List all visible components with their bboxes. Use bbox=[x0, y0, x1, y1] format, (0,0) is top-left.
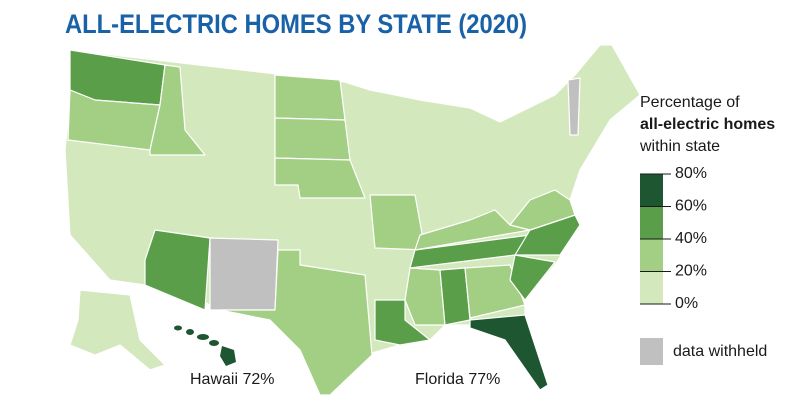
state-withheld bbox=[567, 77, 581, 136]
legend-withheld-swatch bbox=[640, 338, 663, 365]
legend-tick-label: 40% bbox=[675, 230, 707, 247]
state bbox=[509, 254, 556, 301]
annotation: Hawaii 72% bbox=[190, 371, 274, 388]
legend-tick-label: 20% bbox=[675, 263, 707, 280]
legend: Percentage of all-electric homes within … bbox=[639, 94, 775, 155]
state bbox=[219, 249, 373, 396]
title: ALL-ELECTRIC HOMES BY STATE (2020) bbox=[65, 9, 527, 39]
alaska bbox=[69, 289, 166, 371]
state bbox=[149, 64, 206, 156]
legend-swatch bbox=[640, 271, 663, 304]
state bbox=[509, 189, 576, 231]
state bbox=[274, 157, 366, 199]
state bbox=[274, 117, 351, 161]
legend-tick-label: 60% bbox=[675, 198, 707, 215]
legend-title: within state bbox=[639, 138, 720, 155]
state bbox=[369, 194, 426, 251]
legend-title: all-electric homes bbox=[640, 116, 775, 133]
legend-withheld-label: data withheld bbox=[673, 343, 767, 360]
legend-swatch bbox=[640, 206, 663, 239]
us-map bbox=[64, 44, 641, 396]
legend-swatch bbox=[640, 239, 663, 272]
state-withheld bbox=[209, 237, 279, 311]
legend-tick-label: 0% bbox=[675, 295, 698, 312]
annotation: Florida 77% bbox=[415, 371, 500, 388]
state bbox=[144, 229, 211, 311]
state bbox=[274, 74, 346, 121]
state bbox=[469, 314, 549, 391]
hawaii bbox=[174, 325, 236, 366]
state bbox=[404, 267, 446, 326]
legend-tick-label: 80% bbox=[675, 165, 707, 182]
legend-swatch bbox=[640, 174, 663, 207]
legend-title: Percentage of bbox=[640, 94, 740, 111]
